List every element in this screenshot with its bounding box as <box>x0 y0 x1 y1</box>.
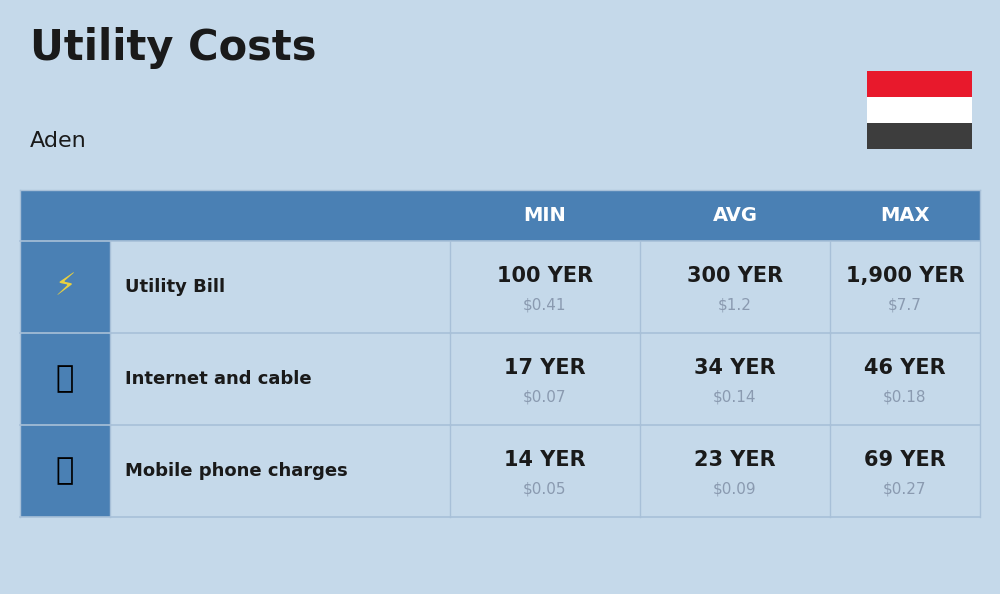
Text: 46 YER: 46 YER <box>864 358 946 378</box>
Text: $0.09: $0.09 <box>713 482 757 497</box>
Text: 23 YER: 23 YER <box>694 450 776 470</box>
Text: Internet and cable: Internet and cable <box>125 369 312 388</box>
Text: 1,900 YER: 1,900 YER <box>846 266 964 286</box>
Text: Utility Costs: Utility Costs <box>30 27 316 69</box>
FancyBboxPatch shape <box>867 123 972 148</box>
Text: 100 YER: 100 YER <box>497 266 593 286</box>
Text: $7.7: $7.7 <box>888 298 922 312</box>
FancyBboxPatch shape <box>20 241 980 333</box>
FancyBboxPatch shape <box>20 190 980 241</box>
FancyBboxPatch shape <box>20 425 110 517</box>
FancyBboxPatch shape <box>20 333 980 425</box>
Text: Utility Bill: Utility Bill <box>125 277 225 296</box>
Text: MIN: MIN <box>524 206 566 225</box>
Text: 300 YER: 300 YER <box>687 266 783 286</box>
Text: 69 YER: 69 YER <box>864 450 946 470</box>
FancyBboxPatch shape <box>20 333 110 425</box>
Text: $0.41: $0.41 <box>523 298 567 312</box>
Text: $0.18: $0.18 <box>883 390 927 405</box>
FancyBboxPatch shape <box>867 97 972 123</box>
Text: 34 YER: 34 YER <box>694 358 776 378</box>
FancyBboxPatch shape <box>20 425 980 517</box>
Text: ⚡: ⚡ <box>54 272 76 301</box>
Text: 14 YER: 14 YER <box>504 450 586 470</box>
Text: $0.05: $0.05 <box>523 482 567 497</box>
Text: $0.27: $0.27 <box>883 482 927 497</box>
Text: 17 YER: 17 YER <box>504 358 586 378</box>
Text: 📱: 📱 <box>56 456 74 485</box>
FancyBboxPatch shape <box>867 71 972 97</box>
FancyBboxPatch shape <box>20 241 110 333</box>
Text: 📡: 📡 <box>56 364 74 393</box>
Text: $0.14: $0.14 <box>713 390 757 405</box>
Text: Aden: Aden <box>30 131 87 151</box>
Text: AVG: AVG <box>712 206 758 225</box>
Text: Mobile phone charges: Mobile phone charges <box>125 462 348 480</box>
Text: $0.07: $0.07 <box>523 390 567 405</box>
Text: MAX: MAX <box>880 206 930 225</box>
Text: $1.2: $1.2 <box>718 298 752 312</box>
